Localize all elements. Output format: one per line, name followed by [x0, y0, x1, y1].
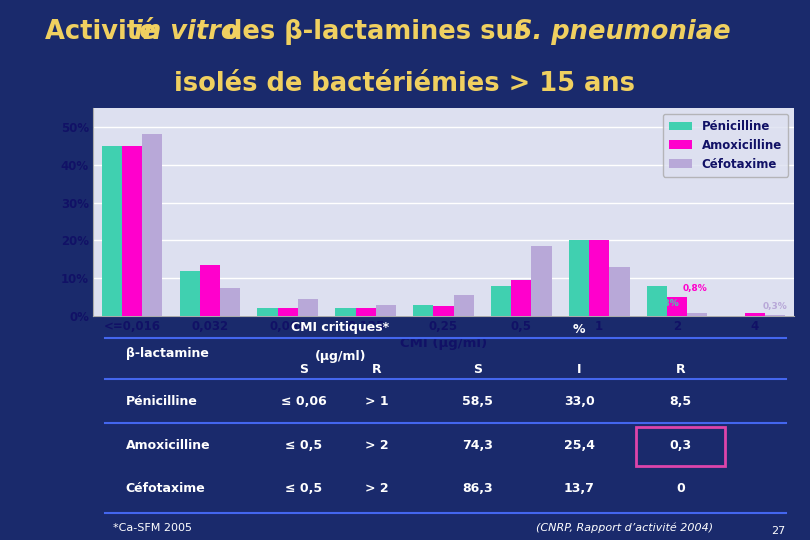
Text: (CNRP, Rapport d’activité 2004): (CNRP, Rapport d’activité 2004) [535, 522, 713, 533]
Bar [667, 297, 687, 316]
Bar [102, 146, 122, 316]
Text: S: S [299, 363, 309, 376]
Bar [569, 240, 589, 316]
Text: 86,3: 86,3 [463, 482, 493, 495]
Text: S: S [473, 363, 483, 376]
Text: 74,3: 74,3 [463, 440, 493, 453]
Text: isolés de bactériémies > 15 ans: isolés de bactériémies > 15 ans [174, 71, 636, 97]
Text: Amoxicilline: Amoxicilline [126, 440, 210, 453]
Text: I: I [577, 363, 582, 376]
Text: 27: 27 [771, 525, 786, 536]
Bar [511, 280, 531, 316]
Legend: Pénicilline, Amoxicilline, Céfotaxime: Pénicilline, Amoxicilline, Céfotaxime [663, 114, 788, 177]
Bar [744, 313, 765, 316]
Text: > 2: > 2 [364, 482, 389, 495]
Bar [765, 315, 785, 316]
Text: 8,5: 8,5 [669, 395, 692, 408]
Bar [143, 134, 163, 316]
Text: 13,7: 13,7 [564, 482, 595, 495]
Text: Pénicilline: Pénicilline [126, 395, 198, 408]
Bar [122, 146, 143, 316]
Text: 58,5: 58,5 [463, 395, 493, 408]
X-axis label: CMI (µg/ml): CMI (µg/ml) [400, 338, 487, 350]
Text: > 1: > 1 [364, 395, 389, 408]
Text: ≤ 0,5: ≤ 0,5 [285, 440, 322, 453]
Bar [258, 308, 278, 316]
Bar [356, 308, 376, 316]
Text: Activité: Activité [45, 19, 165, 45]
Text: des β-lactamines sur: des β-lactamines sur [215, 19, 535, 45]
Text: %: % [573, 323, 586, 336]
Bar [335, 308, 356, 316]
Text: in vitro: in vitro [134, 19, 238, 45]
Text: R: R [372, 363, 382, 376]
Bar [278, 308, 298, 316]
Bar [376, 305, 396, 316]
Bar [531, 246, 552, 316]
Text: 0,3: 0,3 [669, 440, 692, 453]
Text: 0: 0 [676, 482, 684, 495]
Text: Activité  in vitro  des β-lactamines sur  S. pneumoniae: Activité in vitro des β-lactamines sur S… [11, 18, 799, 46]
Text: 25,4: 25,4 [564, 440, 595, 453]
Text: 0,3%: 0,3% [763, 302, 787, 311]
Text: CMI critiques*: CMI critiques* [291, 321, 390, 334]
Bar [491, 286, 511, 316]
Text: > 2: > 2 [364, 440, 389, 453]
Bar [180, 271, 200, 316]
Bar [220, 287, 241, 316]
Text: ≤ 0,06: ≤ 0,06 [281, 395, 326, 408]
Bar [687, 313, 707, 316]
Text: (µg/ml): (µg/ml) [314, 350, 366, 363]
Text: 33,0: 33,0 [564, 395, 595, 408]
Text: ≤ 0,5: ≤ 0,5 [285, 482, 322, 495]
Bar [589, 240, 609, 316]
Bar [433, 307, 454, 316]
Text: R: R [676, 363, 685, 376]
Bar [298, 299, 318, 316]
Text: 0,8%: 0,8% [683, 284, 708, 293]
Text: 0,8%: 0,8% [654, 299, 680, 308]
Text: S. pneumoniae: S. pneumoniae [514, 19, 731, 45]
Text: *Ca-SFM 2005: *Ca-SFM 2005 [113, 523, 193, 532]
Text: Céfotaxime: Céfotaxime [126, 482, 205, 495]
Bar [454, 295, 474, 316]
Text: β-lactamine: β-lactamine [126, 348, 208, 361]
Bar [200, 265, 220, 316]
Bar [609, 267, 629, 316]
Bar [413, 305, 433, 316]
Bar [646, 286, 667, 316]
